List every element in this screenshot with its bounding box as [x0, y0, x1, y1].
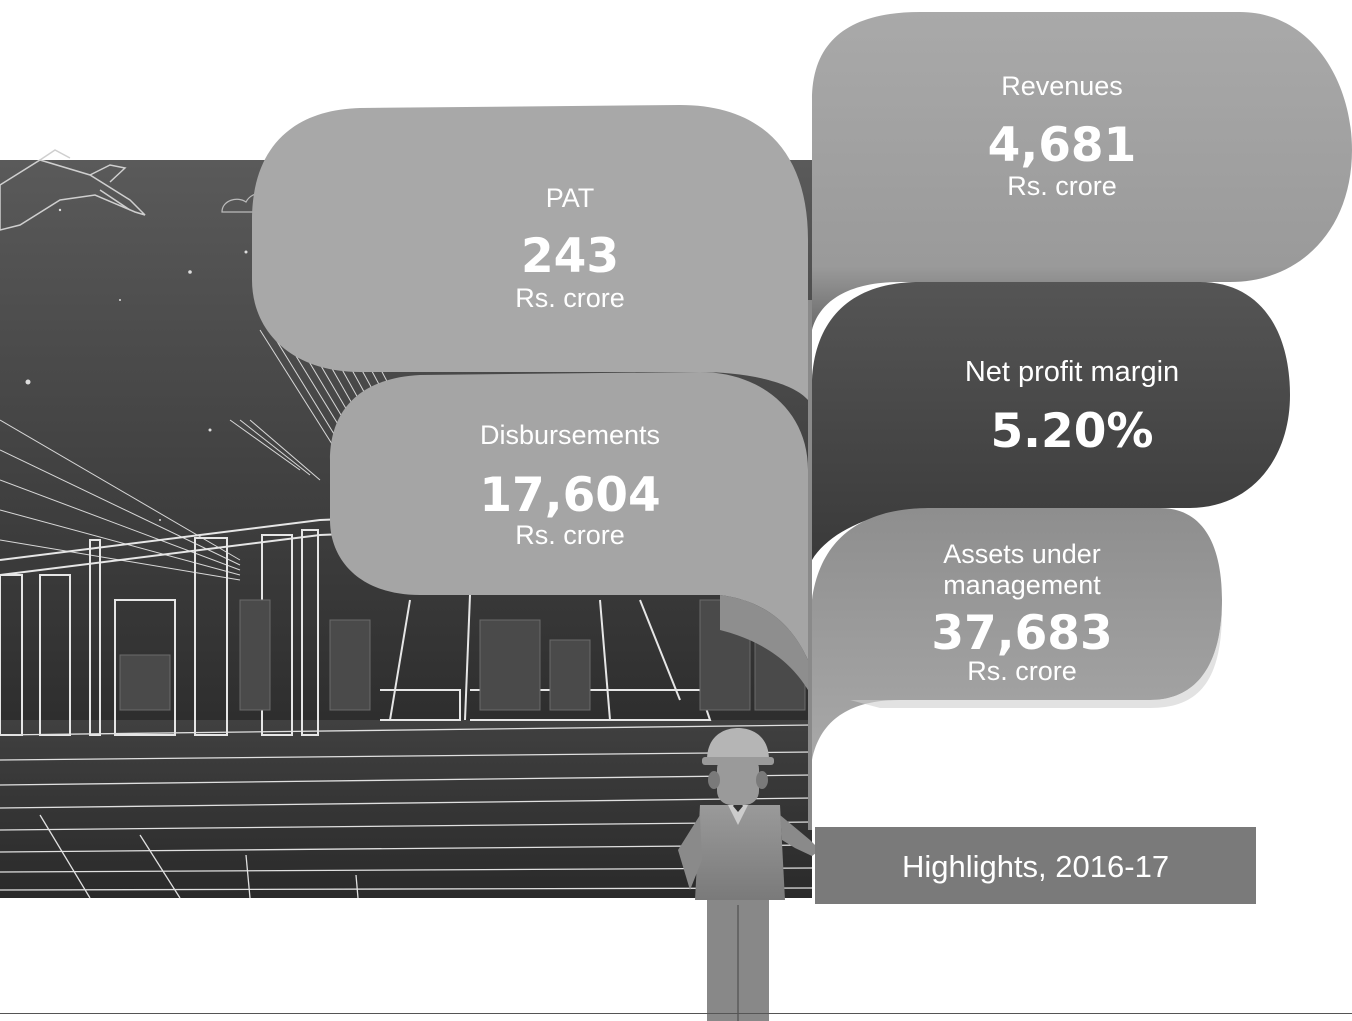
- aum-unit: Rs. crore: [967, 656, 1077, 686]
- disbursements-bubble: [330, 372, 808, 660]
- aum-label-line1: Assets under: [943, 539, 1101, 569]
- stars: [25, 208, 248, 641]
- bottom-rule: [0, 1013, 1352, 1014]
- pat-unit: Rs. crore: [515, 283, 625, 313]
- aum-bubble-shadow: [850, 600, 1222, 708]
- highlights-banner: Highlights, 2016-17: [815, 827, 1256, 904]
- net-profit-margin-label: Net profit margin: [964, 356, 1180, 388]
- net-profit-margin-bubble: [812, 282, 1290, 560]
- disbursements-label: Disbursements: [479, 420, 661, 450]
- airplane-icon: [0, 149, 146, 231]
- revenues-value: 4,681: [987, 118, 1137, 173]
- pat-bubble: [252, 105, 808, 400]
- pat-label: PAT: [545, 183, 595, 213]
- ground-grid: [0, 724, 813, 899]
- disbursements-bubble-fold: [720, 595, 808, 690]
- net-profit-margin-value: 5.20%: [990, 404, 1154, 459]
- pat-value: 243: [520, 229, 620, 284]
- highlights-title: Highlights, 2016-17: [901, 849, 1170, 884]
- revenues-unit: Rs. crore: [1007, 171, 1117, 201]
- aum-bubble: [812, 508, 1222, 760]
- disbursements-unit: Rs. crore: [515, 520, 625, 550]
- disbursements-value: 17,604: [479, 468, 661, 523]
- aum-value: 37,683: [931, 606, 1113, 661]
- aum-label-line2: management: [943, 570, 1101, 600]
- man-figure: [678, 728, 820, 1021]
- revenues-label: Revenues: [1001, 71, 1123, 101]
- bubble-backing: [808, 300, 812, 830]
- revenues-bubble: [812, 12, 1352, 330]
